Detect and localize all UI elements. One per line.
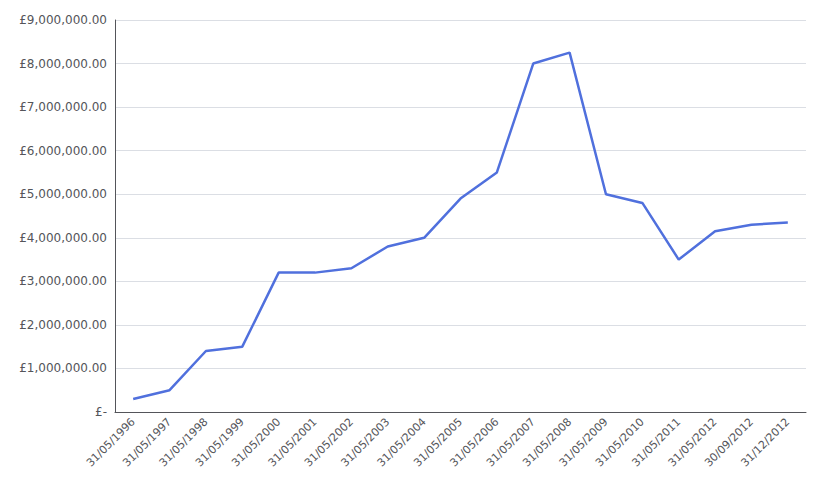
svg-text:£3,000,000.00: £3,000,000.00 <box>19 274 107 288</box>
svg-text:31/05/2002: 31/05/2002 <box>302 415 356 470</box>
svg-text:31/05/1996: 31/05/1996 <box>83 415 138 470</box>
svg-text:£5,000,000.00: £5,000,000.00 <box>19 187 107 201</box>
svg-text:£2,000,000.00: £2,000,000.00 <box>19 318 107 332</box>
svg-text:31/05/1998: 31/05/1998 <box>156 415 211 470</box>
svg-text:31/05/2004: 31/05/2004 <box>374 415 429 470</box>
svg-text:31/05/2012: 31/05/2012 <box>665 415 720 470</box>
svg-text:£4,000,000.00: £4,000,000.00 <box>19 231 107 245</box>
svg-text:31/05/2008: 31/05/2008 <box>520 415 575 470</box>
svg-text:31/05/2001: 31/05/2001 <box>265 415 320 470</box>
svg-text:31/05/2007: 31/05/2007 <box>483 415 538 470</box>
svg-text:31/05/2003: 31/05/2003 <box>338 415 393 470</box>
svg-text:£1,000,000.00: £1,000,000.00 <box>19 361 107 375</box>
svg-text:30/09/2012: 30/09/2012 <box>702 415 756 470</box>
svg-text:31/05/2000: 31/05/2000 <box>229 415 284 470</box>
svg-text:31/05/2005: 31/05/2005 <box>411 415 466 470</box>
svg-text:£8,000,000.00: £8,000,000.00 <box>19 57 107 71</box>
svg-text:£7,000,000.00: £7,000,000.00 <box>19 100 107 114</box>
svg-text:31/05/2006: 31/05/2006 <box>447 415 502 470</box>
svg-text:31/05/1999: 31/05/1999 <box>192 415 247 470</box>
svg-text:£6,000,000.00: £6,000,000.00 <box>19 144 107 158</box>
svg-text:31/12/2012: 31/12/2012 <box>738 415 792 469</box>
svg-text:£-: £- <box>95 405 107 419</box>
svg-text:£9,000,000.00: £9,000,000.00 <box>19 13 107 27</box>
svg-text:31/05/2009: 31/05/2009 <box>556 415 611 470</box>
svg-text:31/05/2010: 31/05/2010 <box>593 415 647 470</box>
svg-text:31/05/1997: 31/05/1997 <box>120 415 175 470</box>
svg-text:31/05/2011: 31/05/2011 <box>629 415 684 470</box>
